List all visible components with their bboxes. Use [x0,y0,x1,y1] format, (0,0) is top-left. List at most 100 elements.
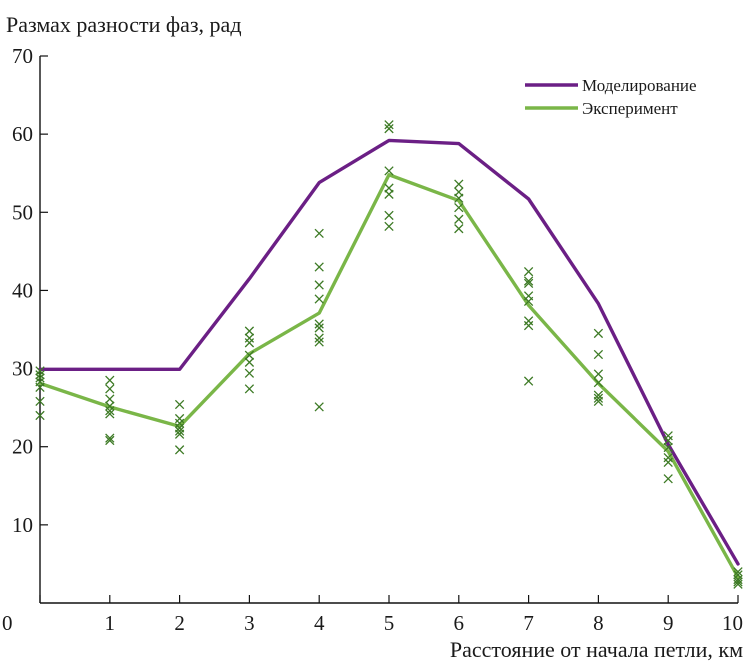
series-line-experiment [38,173,740,579]
scatter-point-40-b [384,166,394,176]
scatter-point-35 [314,333,324,343]
scatter-point-70-b [663,457,673,468]
x-tick-label-0: 0 [2,611,13,635]
scatter-point-27-b [244,368,255,378]
scatter-point-48-b [454,202,464,213]
y-tick-label-40: 40 [12,278,33,302]
scatter-point-32 [314,294,324,304]
scatter-point-45 [454,179,464,189]
y-tick-label-10: 10 [12,513,33,537]
scatter-point-67-b [663,435,673,446]
scatter-point-60 [593,349,604,360]
scatter-point-57 [523,320,534,331]
scatter-point-71-b [663,474,673,484]
scatter-point-6-b [35,410,45,421]
x-tick-label-1: 1 [105,611,116,635]
scatter-point-42 [384,189,394,199]
scatter-point-50 [454,224,464,234]
scatter-point-9 [105,394,115,404]
scatter-point-65 [593,396,604,407]
scatter-point-62-b [593,377,604,388]
scatter-point-76 [733,579,743,589]
scatter-point-11-b [105,406,115,416]
scatter-point-47 [454,193,464,203]
x-tick-label-5: 5 [384,611,395,635]
scatter-point-8 [105,384,115,394]
scatter-point-5-b [35,396,45,407]
scatter-point-21 [174,445,185,455]
scatter-point-27 [244,368,255,378]
scatter-point-25-b [244,350,255,360]
scatter-point-5 [35,396,45,407]
y-tick-label-50: 50 [12,200,33,224]
scatter-point-43-b [384,210,394,221]
experiment-series [38,173,740,579]
scatter-point-39-b [384,124,394,134]
scatter-point-64-b [593,393,604,403]
scatter-point-38-b [384,120,394,130]
x-tick-label-2: 2 [174,611,185,635]
scatter-point-58 [523,376,534,386]
scatter-point-29 [314,228,324,239]
scatter-point-12-b [105,409,115,419]
scatter-point-48 [454,202,464,213]
scatter-point-70 [663,457,673,468]
scatter-point-7 [105,375,115,385]
scatter-point-59 [593,328,604,339]
scatter-point-14 [105,435,115,446]
scatter-point-52-b [523,276,534,286]
scatter-point-28-b [244,384,255,394]
scatter-point-19-b [174,426,185,436]
scatter-point-72 [733,567,743,577]
scatter-point-6 [35,410,45,421]
y-tick-label-60: 60 [12,122,33,146]
scatter-point-30 [314,262,324,272]
scatter-point-32-b [314,294,324,304]
scatter-point-13 [105,433,115,443]
series-line-model [38,138,740,566]
scatter-point-50-b [454,224,464,234]
scatter-point-19 [174,426,185,436]
scatter-point-37 [314,402,324,412]
scatter-point-15-b [174,399,185,410]
scatter-point-33-b [314,319,324,329]
scatter-point-61-b [593,369,604,379]
axes: 10 20 30 40 50 60 70 0 1 2 3 4 5 6 7 8 9 10 [2,44,743,635]
scatter-point-29-b [314,228,324,239]
legend-item-experiment-label: Эксперимент [582,99,678,118]
scatter-point-26 [244,357,255,367]
scatter-point-8-b [105,384,115,394]
y-axis-title: Размах разности фаз, рад [6,12,242,37]
scatter-point-1 [35,370,45,380]
scatter-point-0 [35,366,45,376]
x-tick-label-4: 4 [314,611,325,635]
scatter-point-2-b [35,373,45,383]
scatter-point-68 [663,442,673,453]
scatter-point-35-b [314,333,324,343]
scatter-point-71 [663,474,673,484]
legend-item-model-label: Моделирование [582,76,697,95]
scatter-point-25 [244,350,255,360]
scatter-point-53-b [523,278,534,289]
x-axis-title: Расстояние от начала петли, км [450,637,743,662]
scatter-point-49 [454,214,464,224]
scatter-point-20-b [174,429,185,439]
scatter-point-7-b [105,375,115,385]
scatter-point-13-b [105,433,115,443]
scatter-point-45-b [454,179,464,189]
scatter-point-11 [105,406,115,416]
scatter-point-51 [523,267,534,277]
scatter-point-37-b [314,402,324,412]
scatter-point-65-b [593,396,604,407]
scatter-point-24-b [244,338,255,348]
scatter-point-75 [733,577,743,587]
scatter-point-31 [314,280,324,290]
scatter-point-39 [384,124,394,134]
scatter-point-16 [174,413,185,424]
scatter-points [35,120,743,589]
scatter-point-58-b [523,376,534,386]
scatter-point-40 [384,166,394,176]
scatter-point-59-b [593,328,604,339]
scatter-point-9-b [105,394,115,404]
